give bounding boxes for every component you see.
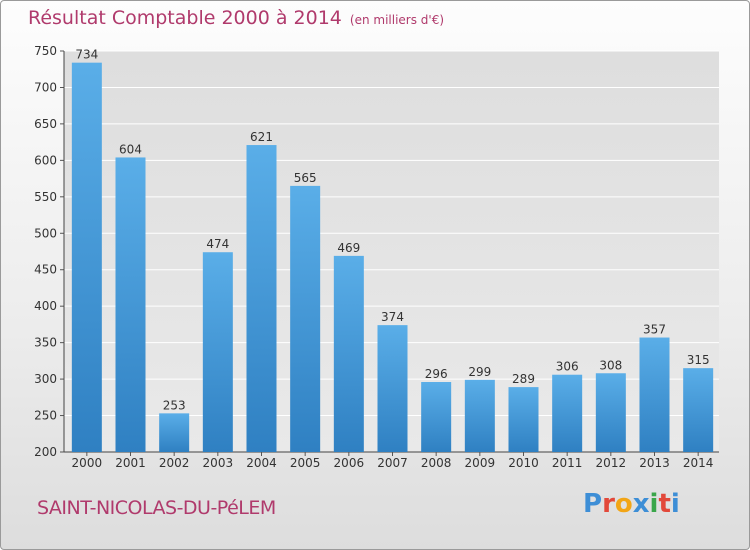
x-tick-label: 2002 <box>159 456 190 470</box>
data-label: 306 <box>556 360 579 374</box>
y-tick-label: 700 <box>34 80 57 94</box>
bar <box>333 255 364 452</box>
x-tick-label: 2014 <box>683 456 714 470</box>
logo-letter: t <box>658 489 671 519</box>
x-tick-label: 2004 <box>246 456 277 470</box>
data-label: 299 <box>468 365 491 379</box>
y-tick-label: 400 <box>34 299 57 313</box>
x-tick-label: 2009 <box>465 456 496 470</box>
y-tick-label: 550 <box>34 190 57 204</box>
x-tick-label: 2011 <box>552 456 583 470</box>
y-tick-label: 200 <box>34 445 57 459</box>
y-tick-label: 750 <box>34 44 57 58</box>
bar <box>508 387 539 452</box>
bar <box>639 337 670 452</box>
y-tick-label: 300 <box>34 372 57 386</box>
logo-letter: o <box>614 489 633 519</box>
bar <box>115 157 146 452</box>
bar <box>595 373 626 452</box>
data-label: 357 <box>643 323 666 337</box>
data-label: 474 <box>206 237 229 251</box>
data-label: 289 <box>512 372 535 386</box>
x-tick-label: 2010 <box>508 456 539 470</box>
data-label: 469 <box>337 241 360 255</box>
data-label: 604 <box>119 142 142 156</box>
x-tick-label: 2012 <box>596 456 627 470</box>
bar <box>421 382 452 452</box>
x-tick-label: 2005 <box>290 456 321 470</box>
y-tick-label: 350 <box>34 336 57 350</box>
city-name: SAINT-NICOLAS-DU-PéLEM <box>37 497 276 519</box>
bar <box>464 379 495 452</box>
data-label: 374 <box>381 310 404 324</box>
data-label: 308 <box>599 358 622 372</box>
logo-letter: i <box>670 489 680 519</box>
x-tick-label: 2008 <box>421 456 452 470</box>
bar <box>159 413 190 452</box>
y-tick-label: 450 <box>34 263 57 277</box>
y-tick-label: 650 <box>34 117 57 131</box>
logo-letter: i <box>649 489 659 519</box>
x-tick-label: 2001 <box>115 456 146 470</box>
x-tick-label: 2007 <box>377 456 408 470</box>
bar <box>552 374 583 452</box>
x-tick-label: 2013 <box>639 456 670 470</box>
data-label: 253 <box>163 398 186 412</box>
bar <box>71 62 102 452</box>
bar <box>683 368 714 452</box>
x-tick-label: 2006 <box>334 456 365 470</box>
data-label: 315 <box>687 353 710 367</box>
logo-letter: P <box>583 489 603 519</box>
bar <box>290 185 321 452</box>
x-tick-label: 2000 <box>72 456 103 470</box>
chart-title: Résultat Comptable 2000 à 2014 (en millie… <box>28 7 444 29</box>
chart-subtitle: (en milliers d'€) <box>349 13 445 27</box>
x-tick-label: 2003 <box>203 456 234 470</box>
data-label: 565 <box>294 171 317 185</box>
data-label: 621 <box>250 130 273 144</box>
bar <box>202 252 233 452</box>
logo-letter: r <box>602 489 615 519</box>
y-tick-label: 600 <box>34 153 57 167</box>
logo-letter: x <box>632 489 650 519</box>
proxiti-logo[interactable]: Proxiti <box>583 489 680 519</box>
bar <box>377 325 408 452</box>
data-label: 296 <box>425 367 448 381</box>
bar <box>246 145 277 452</box>
y-tick-label: 500 <box>34 226 57 240</box>
y-tick-label: 250 <box>34 409 57 423</box>
data-label: 734 <box>75 48 98 62</box>
chart-title-text: Résultat Comptable 2000 à 2014 <box>28 7 342 29</box>
